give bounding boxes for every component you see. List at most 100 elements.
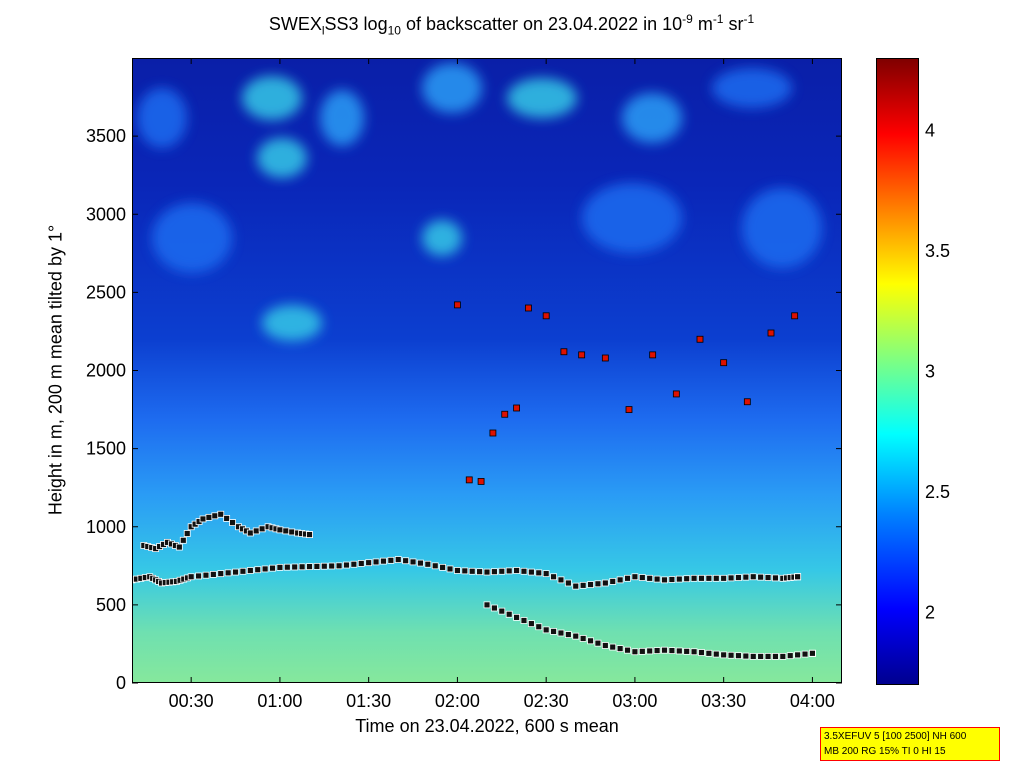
descending-layer-marker (801, 650, 809, 658)
lower-layer-marker (313, 562, 321, 570)
descending-layer-marker (720, 651, 728, 659)
chart-title: SWEXlSS3 log10 of backscatter on 23.04.2… (268, 12, 755, 38)
elevated-points-marker (696, 335, 704, 343)
lower-layer-marker (328, 562, 336, 570)
lower-layer-marker (446, 565, 454, 573)
descending-layer-marker (542, 626, 550, 634)
lower-layer-marker (505, 567, 513, 575)
descending-layer-marker (727, 651, 735, 659)
descending-layer-marker (742, 652, 750, 660)
lower-layer-marker (483, 568, 491, 576)
lower-layer-marker (246, 567, 254, 574)
lower-layer-marker (468, 567, 476, 575)
x-tick-label-4: 02:30 (524, 691, 569, 711)
elevated-points-marker (489, 429, 497, 437)
lower-layer-marker (757, 573, 765, 581)
x-tick-label-7: 04:00 (790, 691, 835, 711)
colorbar-tick-label-2: 3 (925, 362, 935, 382)
x-tick-label-2: 01:30 (346, 691, 391, 711)
elevated-points-marker (525, 304, 532, 312)
descending-layer-marker (564, 631, 572, 638)
descending-layer-marker (675, 647, 683, 655)
upper-layer-marker (199, 515, 207, 523)
colorbar-tick-label-0: 2 (925, 603, 935, 623)
upper-layer-marker (288, 528, 296, 536)
descending-layer-marker (735, 652, 742, 660)
upper-layer-marker (217, 510, 225, 518)
lower-layer-marker (572, 582, 580, 590)
lower-layer-marker (417, 559, 424, 567)
lower-layer-marker (372, 558, 380, 566)
lower-layer-marker (712, 574, 720, 582)
colorbar-tick-label-3: 3.5 (925, 241, 950, 261)
upper-layer-marker (276, 526, 284, 534)
lower-layer-marker (594, 580, 602, 588)
lower-layer-marker (187, 573, 195, 581)
lower-layer-marker (535, 569, 543, 577)
descending-layer-marker (601, 642, 609, 649)
lower-layer-marker (320, 562, 328, 570)
descending-layer-marker (772, 653, 779, 660)
x-tick-label-1: 01:00 (257, 691, 302, 711)
lower-layer-marker (601, 579, 609, 587)
descending-layer-marker (513, 613, 520, 621)
info-line-1: 3.5XEFUV 5 [100 2500] NH 600 (824, 731, 967, 742)
elevated-points-marker (501, 410, 509, 418)
lower-layer-marker (720, 574, 728, 582)
heatmap-plot-area (132, 58, 842, 683)
descending-layer-marker (550, 628, 557, 635)
descending-layer-marker (624, 646, 631, 654)
descending-layer-marker (653, 647, 661, 654)
y-tick-label-0: 0 (116, 673, 126, 693)
lower-layer-marker (690, 574, 698, 582)
lower-layer-marker (439, 563, 447, 571)
colorbar-tick-label-1: 2.5 (925, 482, 950, 502)
lower-layer-marker (387, 556, 395, 564)
lower-layer-marker (365, 559, 373, 567)
descending-layer-marker (698, 649, 705, 656)
descending-layer-marker (794, 651, 802, 659)
descending-layer-marker (520, 617, 528, 624)
upper-layer-marker (282, 527, 290, 535)
descending-layer-marker (786, 652, 794, 660)
upper-layer-marker (183, 530, 191, 537)
descending-layer-marker (616, 645, 624, 653)
cloud-patches (137, 63, 822, 341)
lower-layer-marker (239, 567, 247, 575)
lower-layer-marker (675, 575, 683, 583)
lower-layer-marker (631, 573, 639, 581)
descending-layer-marker (764, 653, 772, 660)
lower-layer-marker (794, 573, 802, 581)
upper-layer-marker (223, 515, 231, 522)
descending-layer-marker (705, 649, 713, 657)
descending-layer-marker (661, 646, 668, 654)
layer-markers (132, 301, 816, 660)
descending-layer-marker (690, 648, 698, 656)
y-tick-label-1: 500 (96, 595, 126, 615)
lower-layer-marker (276, 563, 284, 571)
lower-layer-marker (343, 561, 350, 569)
descending-layer-marker (809, 649, 816, 657)
colorbar-tick-label-4: 4 (925, 120, 935, 140)
descending-layer-marker (757, 653, 765, 660)
lower-layer-marker (653, 575, 661, 583)
descending-layer-marker (557, 629, 565, 637)
lower-layer-marker (431, 562, 439, 570)
lower-layer-marker (668, 576, 676, 583)
elevated-points-marker (542, 312, 550, 320)
y-tick-label-2: 1000 (86, 517, 126, 537)
lower-layer-marker (742, 573, 750, 581)
upper-layer-marker (175, 543, 183, 551)
x-tick-label-6: 03:30 (701, 691, 746, 711)
lower-layer-marker (772, 574, 779, 582)
x-axis-label: Time on 23.04.2022, 600 s mean (355, 716, 619, 736)
lower-layer-marker (254, 566, 262, 574)
elevated-points-marker (625, 406, 633, 413)
lower-layer-marker (217, 570, 225, 578)
elevated-points-marker (791, 312, 799, 320)
elevated-points-marker (513, 404, 520, 412)
y-axis-label: Height in m, 200 m mean tilted by 1° (45, 224, 66, 516)
descending-layer-marker (579, 635, 587, 642)
descending-layer-marker (609, 643, 617, 651)
descending-layer-marker (572, 632, 580, 640)
